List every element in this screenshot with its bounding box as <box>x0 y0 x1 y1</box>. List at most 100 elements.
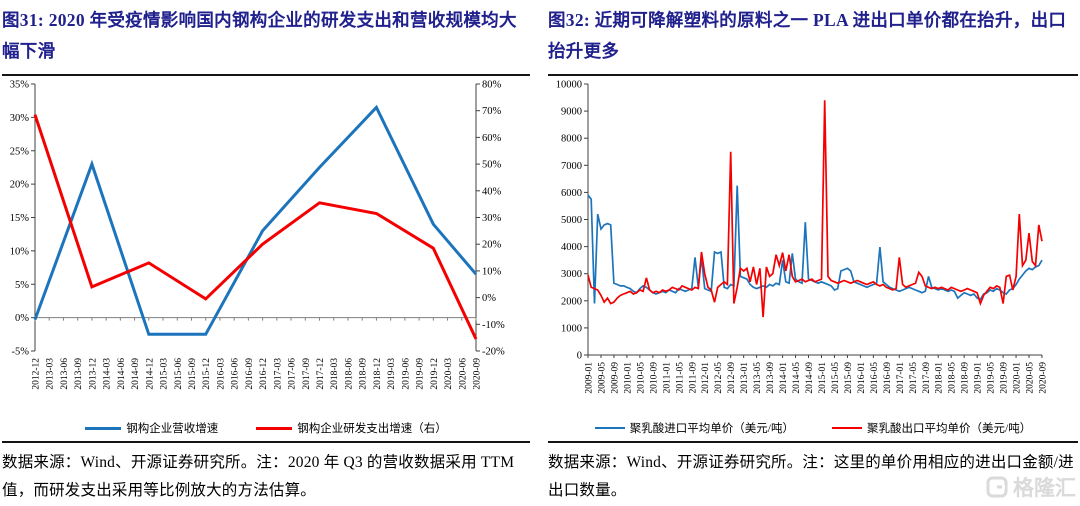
svg-text:2012-09: 2012-09 <box>727 362 737 394</box>
svg-text:9000: 9000 <box>561 107 582 118</box>
svg-text:2014-09: 2014-09 <box>131 358 141 390</box>
svg-text:2020-06: 2020-06 <box>458 358 468 390</box>
svg-text:2017-06: 2017-06 <box>288 358 298 390</box>
figure-31-panel: 图31: 2020 年受疫情影响国内钢构企业的研发支出和营收规模均大幅下滑 -5… <box>2 0 530 506</box>
figure-31-source-note: 数据来源：Wind、开源证券研究所。注：2020 年 Q3 的营收数据采用 TT… <box>2 454 515 499</box>
svg-text:5%: 5% <box>15 280 29 291</box>
svg-text:6000: 6000 <box>561 188 582 199</box>
figure-32-legend: 聚乳酸进口平均单价（美元/吨） 聚乳酸出口平均单价（美元/吨） <box>548 415 1078 441</box>
svg-text:2009-09: 2009-09 <box>610 362 620 394</box>
pla-import-price-line-swatch <box>594 427 625 429</box>
svg-text:20%: 20% <box>10 180 30 191</box>
svg-text:2017-09: 2017-09 <box>302 358 312 390</box>
svg-text:35%: 35% <box>10 80 30 91</box>
svg-text:2016-12: 2016-12 <box>259 358 269 390</box>
svg-text:2009-01: 2009-01 <box>585 362 595 394</box>
figure-32-title-divider <box>548 74 1078 76</box>
legend-item-pla-import-price: 聚乳酸进口平均单价（美元/吨） <box>594 420 794 436</box>
svg-text:8000: 8000 <box>561 134 582 145</box>
svg-text:0%: 0% <box>15 313 29 324</box>
pla-import-price-legend-label: 聚乳酸进口平均单价（美元/吨） <box>629 423 794 435</box>
svg-text:2016-05: 2016-05 <box>870 362 880 394</box>
svg-text:30%: 30% <box>10 113 30 124</box>
svg-text:2011-05: 2011-05 <box>675 362 685 394</box>
legend-item-pla-export-price: 聚乳酸出口平均单价（美元/吨） <box>832 420 1031 436</box>
svg-text:2018-12: 2018-12 <box>373 358 383 390</box>
rd-spend-growth-line-swatch <box>256 426 293 430</box>
svg-text:15%: 15% <box>10 213 30 224</box>
figure-31-title: 图31: 2020 年受疫情影响国内钢构企业的研发支出和营收规模均大幅下滑 <box>2 10 517 61</box>
svg-text:2020-05: 2020-05 <box>1026 362 1036 394</box>
figure-32-source-note: 数据来源：Wind、开源证券研究所。注：这里的单价用相应的进出口金额/进出口数量… <box>548 454 1074 499</box>
figure-32-title: 图32: 近期可降解塑料的原料之一 PLA 进出口单价都在抬升，出口抬升更多 <box>548 10 1067 61</box>
svg-text:2012-01: 2012-01 <box>701 362 711 394</box>
svg-text:1000: 1000 <box>561 323 582 334</box>
svg-text:2013-06: 2013-06 <box>60 358 70 390</box>
svg-text:-5%: -5% <box>12 347 30 358</box>
figure-32-panel: 图32: 近期可降解塑料的原料之一 PLA 进出口单价都在抬升，出口抬升更多 0… <box>548 0 1078 506</box>
figure-31-title-divider <box>2 74 530 76</box>
legend-item-revenue-growth: 钢构企业营收增速 <box>85 420 218 436</box>
figure-31-footer-divider <box>2 441 530 443</box>
svg-text:2013-09: 2013-09 <box>74 358 84 390</box>
svg-text:2016-01: 2016-01 <box>857 362 867 394</box>
svg-text:2017-03: 2017-03 <box>273 358 283 390</box>
svg-text:7000: 7000 <box>561 161 582 172</box>
svg-text:-20%: -20% <box>482 347 505 358</box>
svg-text:2012-12: 2012-12 <box>32 358 42 390</box>
svg-text:5000: 5000 <box>561 215 582 226</box>
svg-text:2019-12: 2019-12 <box>430 358 440 390</box>
svg-text:2016-09: 2016-09 <box>245 358 255 390</box>
svg-text:60%: 60% <box>482 133 502 144</box>
svg-text:2014-06: 2014-06 <box>117 358 127 390</box>
svg-text:2019-06: 2019-06 <box>401 358 411 390</box>
figure-32-footer-divider <box>548 441 1078 443</box>
svg-text:2014-01: 2014-01 <box>779 362 789 394</box>
svg-text:2016-03: 2016-03 <box>216 358 226 390</box>
svg-text:2015-01: 2015-01 <box>818 362 828 394</box>
svg-text:2017-01: 2017-01 <box>896 362 906 394</box>
svg-text:0: 0 <box>577 351 582 362</box>
svg-text:2013-12: 2013-12 <box>88 358 98 390</box>
svg-text:25%: 25% <box>10 146 30 157</box>
svg-text:2014-12: 2014-12 <box>145 358 155 390</box>
svg-text:2019-09: 2019-09 <box>416 358 426 390</box>
svg-text:0%: 0% <box>482 293 496 304</box>
svg-text:2011-09: 2011-09 <box>688 362 698 394</box>
svg-text:2017-12: 2017-12 <box>316 358 326 390</box>
svg-text:20%: 20% <box>482 240 502 251</box>
svg-text:2010-05: 2010-05 <box>636 362 646 394</box>
svg-text:2014-09: 2014-09 <box>805 362 815 394</box>
svg-text:2018-01: 2018-01 <box>935 362 945 394</box>
svg-text:2014-05: 2014-05 <box>792 362 802 394</box>
svg-text:2018-06: 2018-06 <box>344 358 354 390</box>
svg-text:10%: 10% <box>482 266 502 277</box>
svg-text:2013-03: 2013-03 <box>46 358 56 390</box>
gelonghui-logo-icon <box>986 476 1008 498</box>
svg-text:10%: 10% <box>10 246 30 257</box>
svg-text:2015-09: 2015-09 <box>188 358 198 390</box>
svg-text:2013-05: 2013-05 <box>753 362 763 394</box>
svg-text:10000: 10000 <box>556 80 582 91</box>
svg-text:40%: 40% <box>482 186 502 197</box>
svg-text:3000: 3000 <box>561 269 582 280</box>
svg-text:70%: 70% <box>482 106 502 117</box>
svg-text:2018-09: 2018-09 <box>359 358 369 390</box>
svg-text:2018-03: 2018-03 <box>330 358 340 390</box>
svg-text:2017-05: 2017-05 <box>909 362 919 394</box>
svg-text:2009-05: 2009-05 <box>597 362 607 394</box>
figure-31-plot: -5% 0% 5% 10% 15% 20% 25% 30% 35% -20% -10% 0% 10% 20… <box>10 80 505 390</box>
svg-text:2018-09: 2018-09 <box>961 362 971 394</box>
svg-text:80%: 80% <box>482 80 502 91</box>
svg-text:2013-01: 2013-01 <box>740 362 750 394</box>
svg-text:30%: 30% <box>482 213 502 224</box>
svg-text:2019-01: 2019-01 <box>974 362 984 394</box>
gelonghui-watermark-text: 格隆汇 <box>1013 477 1076 500</box>
svg-text:2016-06: 2016-06 <box>231 358 241 390</box>
svg-text:-10%: -10% <box>482 320 505 331</box>
svg-text:2020-03: 2020-03 <box>444 358 454 390</box>
svg-text:2019-03: 2019-03 <box>387 358 397 390</box>
svg-text:2020-09: 2020-09 <box>1039 362 1049 394</box>
svg-text:2000: 2000 <box>561 296 582 307</box>
